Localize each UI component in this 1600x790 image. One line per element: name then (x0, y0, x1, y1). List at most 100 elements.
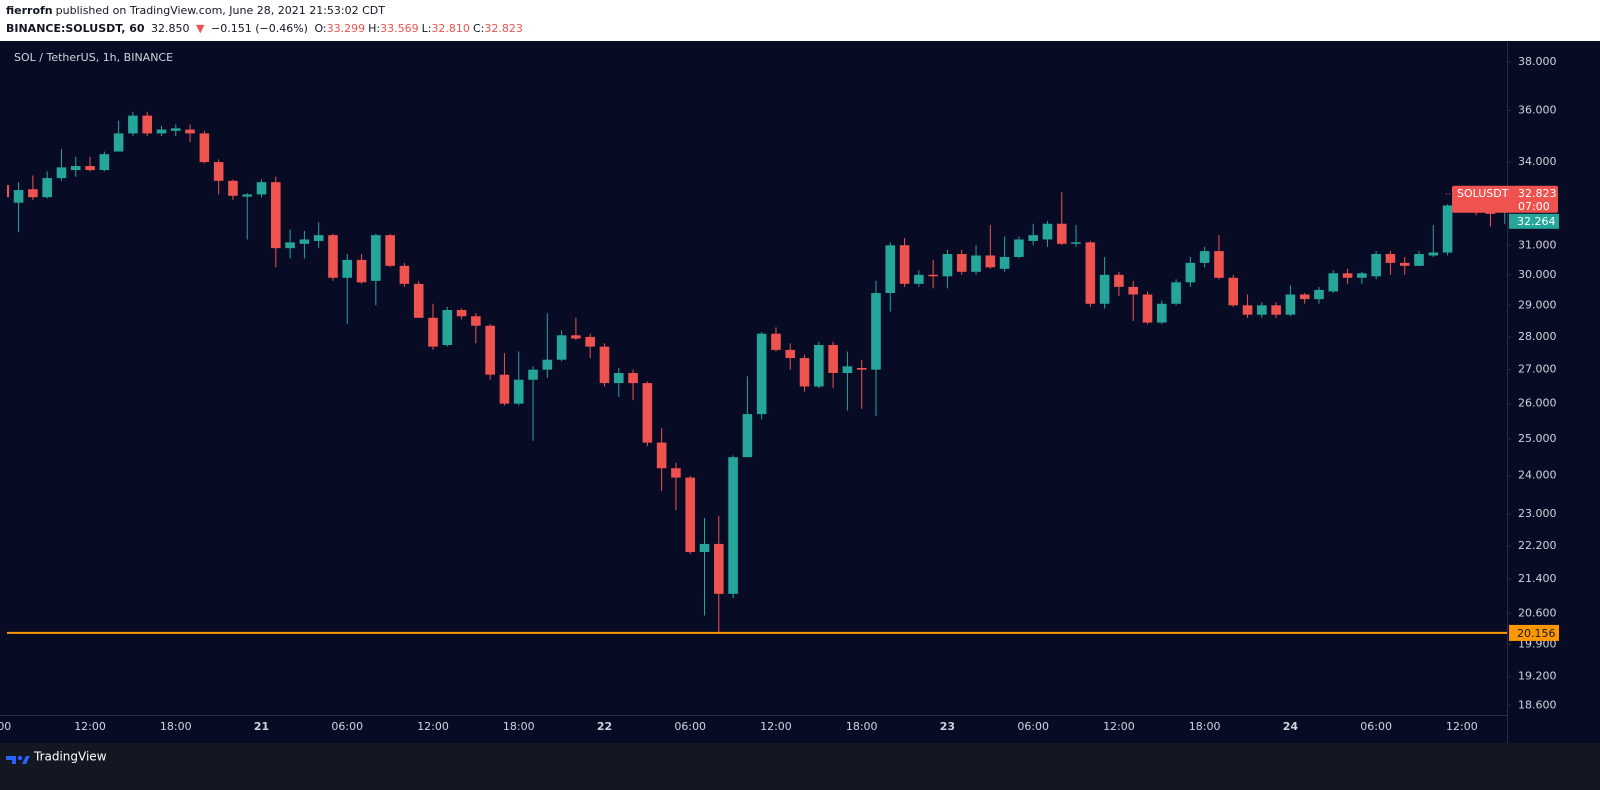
x-tick-label: 21 (254, 720, 269, 733)
ohlc-value: 33.299 (326, 22, 366, 35)
candle-body (1271, 305, 1281, 315)
candle-body (70, 166, 81, 171)
candle-body (542, 359, 553, 370)
candle-body (1171, 282, 1181, 304)
candle-body (399, 265, 410, 284)
x-tick-label: 12:00 (417, 720, 449, 733)
candle-body (685, 477, 696, 553)
candle-body (1371, 254, 1381, 277)
candle-body (1185, 262, 1196, 283)
x-tick-label: 18:00 (1189, 720, 1221, 733)
candle-body (528, 369, 538, 380)
y-tick-label: 21.400 (1518, 572, 1557, 585)
candle-body (85, 166, 95, 171)
x-tick-label: 06:00 (331, 720, 363, 733)
symbol: BINANCE:SOLUSDT, 60 (6, 22, 145, 35)
y-tick-label: 26.000 (1518, 397, 1557, 410)
legend-title: SOL / TetherUS, 1h, BINANCE (14, 51, 173, 64)
x-tick-label: 06:00 (674, 720, 706, 733)
ohlc-key: C: (472, 22, 485, 35)
x-tick-label: 06:00 (1360, 720, 1392, 733)
candle-body (313, 235, 324, 241)
candle-body (1214, 251, 1224, 278)
y-tick-label: 34.000 (1518, 155, 1557, 168)
logo-slash (22, 756, 30, 764)
x-tick-label: 23 (940, 720, 955, 733)
candle-body (113, 133, 124, 152)
candle-body (856, 368, 867, 370)
candle-body (499, 374, 510, 404)
candle-body (671, 468, 681, 478)
candle-body (242, 194, 253, 197)
candle-body (1342, 273, 1353, 278)
candle-body (1385, 254, 1396, 263)
candle-body (271, 182, 281, 249)
candle-body (213, 162, 224, 181)
last-price-name: SOLUSDT (1457, 187, 1509, 200)
symbol-line: BINANCE:SOLUSDT, 60 32.850 ▼ −0.151 (−0.… (6, 22, 526, 35)
x-tick-label: 12:00 (760, 720, 792, 733)
candle-body (1414, 254, 1424, 266)
candle-body (256, 182, 267, 195)
hline-label: 20.156 (1517, 627, 1556, 640)
candle-body (1285, 294, 1296, 315)
last-price: 32.850 (151, 22, 190, 35)
plot-area: 38.000 36.000 34.000 31.000 30.000 29.000 28.0… (0, 55, 1559, 733)
candle-body (413, 283, 424, 318)
candle-body (714, 543, 724, 594)
logo-dot (17, 755, 23, 761)
y-tick-label: 30.000 (1518, 268, 1557, 281)
candle-body (1014, 239, 1024, 257)
candle-body (456, 309, 467, 317)
x-tick-label: 00 (0, 720, 11, 733)
candle-body (742, 414, 753, 458)
candle-body (885, 245, 896, 293)
candle-body (942, 254, 953, 277)
candle-body (828, 344, 838, 374)
candle-body (799, 358, 810, 387)
candle-body (1242, 305, 1253, 315)
candle-body (128, 115, 138, 134)
ohlc-value: 33.569 (380, 22, 419, 35)
candle-body (628, 373, 638, 384)
candle-body (442, 309, 453, 345)
candle-body (556, 335, 567, 360)
y-tick-label: 19.200 (1518, 670, 1557, 683)
candle-body (871, 292, 881, 370)
x-tick-label: 12:00 (74, 720, 106, 733)
x-tick-label: 22 (597, 720, 612, 733)
candle-body (971, 255, 981, 272)
y-tick-label: 23.000 (1518, 507, 1557, 520)
candle-body (285, 242, 295, 249)
candle-body (1042, 223, 1053, 240)
candle-body (1028, 235, 1038, 241)
brand-name: TradingView (33, 750, 107, 764)
y-tick-label: 18.600 (1518, 698, 1557, 711)
candle-body (1357, 273, 1367, 278)
candle-body (299, 239, 310, 244)
y-tick-label: 36.000 (1518, 104, 1557, 117)
candle-body (599, 346, 610, 384)
candle-body (513, 379, 524, 404)
candle-body (28, 189, 38, 198)
candle-body (1142, 294, 1153, 323)
candle-body (1199, 251, 1210, 263)
candle-body (7, 185, 10, 198)
countdown: 07:00 (1518, 200, 1550, 213)
candle-body (1257, 305, 1267, 315)
y-tick-label: 29.000 (1518, 298, 1557, 311)
x-tick-label: 18:00 (846, 720, 878, 733)
candle-body (585, 336, 595, 347)
candle-body (170, 128, 181, 131)
candle-body (185, 129, 195, 134)
candle-body (814, 344, 824, 387)
header: fierrofn published on TradingView.com, Ju… (0, 0, 1600, 41)
ohlc-key: H: (368, 22, 381, 35)
footer-bar (0, 743, 1600, 790)
candle-body (142, 115, 152, 134)
y-tick-label: 38.000 (1518, 55, 1557, 68)
candle-body (1228, 277, 1239, 306)
candle-body (1314, 289, 1324, 300)
candle-body (13, 190, 24, 203)
